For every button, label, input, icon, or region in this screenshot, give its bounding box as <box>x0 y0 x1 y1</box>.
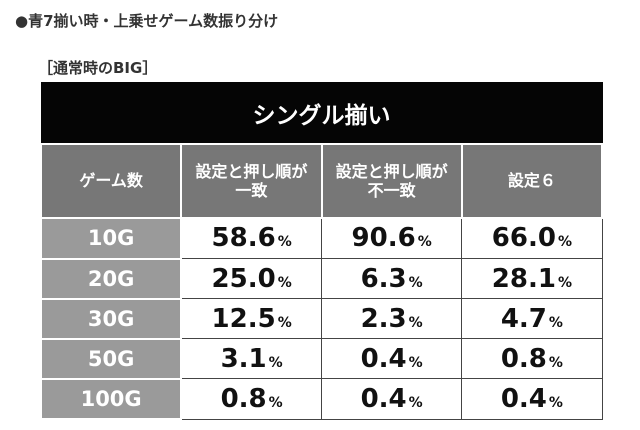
value-number: 6.3 <box>360 263 407 294</box>
value-number: 3.1 <box>220 343 267 374</box>
value-number: 58.6 <box>211 223 276 254</box>
col-header-setting6: 設定６ <box>460 142 604 219</box>
value-unit: % <box>417 234 432 251</box>
value-cell: 6.3% <box>320 257 463 300</box>
value-number: 66.0 <box>491 223 556 254</box>
section-heading: ●青7揃い時・上乗せゲーム数振り分け <box>15 12 279 30</box>
row-label: 50G <box>39 337 183 380</box>
value-number: 0.4 <box>500 383 547 414</box>
value-unit: % <box>408 314 423 331</box>
col-header-line: 設定と押し順が <box>335 161 448 181</box>
value-cell: 12.5% <box>180 298 323 340</box>
value-cell: 0.4% <box>461 378 603 420</box>
value-cell: 58.6% <box>180 217 323 259</box>
value-unit: % <box>277 314 292 331</box>
title-row: シングル揃い <box>40 81 603 145</box>
value-cell: 90.6% <box>320 217 463 259</box>
table-row: 20G 25.0% 6.3% 28.1% <box>39 257 603 300</box>
value-cell: 0.4% <box>320 338 463 380</box>
table-row: 30G 12.5% 2.3% 4.7% <box>39 297 603 340</box>
value-cell: 2.3% <box>320 298 463 340</box>
table-title: シングル揃い <box>40 81 603 145</box>
table-row: 100G 0.8% 0.4% 0.4% <box>39 377 603 421</box>
value-number: 25.0 <box>211 263 276 294</box>
value-unit: % <box>277 234 292 251</box>
value-cell: 66.0% <box>461 217 603 259</box>
value-number: 2.3 <box>360 303 407 334</box>
row-label: 100G <box>39 377 183 421</box>
value-number: 0.8 <box>220 383 267 414</box>
value-unit: % <box>408 274 423 291</box>
section-subheading: ［通常時のBIG］ <box>38 59 158 77</box>
value-cell: 4.7% <box>461 298 603 340</box>
value-number: 0.4 <box>360 383 407 414</box>
col-header-match: 設定と押し順が 一致 <box>180 142 323 219</box>
value-number: 0.8 <box>500 343 547 374</box>
value-number: 12.5 <box>211 303 276 334</box>
table-body: 10G 58.6% 90.6% 66.0% 20G 25.0% 6.3% 28.1% 30G 12… <box>39 216 603 421</box>
value-cell: 0.8% <box>461 338 603 380</box>
header-row: ゲーム数 設定と押し順が 一致 設定と押し順が 不一致 設定６ <box>39 142 604 219</box>
row-label: 30G <box>39 297 183 340</box>
col-header-mismatch: 設定と押し順が 不一致 <box>320 142 463 219</box>
table-row: 50G 3.1% 0.4% 0.8% <box>39 337 603 380</box>
value-unit: % <box>268 394 283 411</box>
row-label: 20G <box>39 257 183 300</box>
value-number: 28.1 <box>491 263 556 294</box>
value-cell: 0.8% <box>180 378 323 420</box>
row-label: 10G <box>39 216 183 260</box>
rate-table: シングル揃い ゲーム数 設定と押し順が 一致 設定と押し順が 不一致 設定６ 1… <box>39 81 604 421</box>
col-header-line: 不一致 <box>367 180 416 200</box>
value-number: 90.6 <box>351 223 416 254</box>
value-unit: % <box>548 394 563 411</box>
value-unit: % <box>548 354 563 371</box>
value-unit: % <box>277 274 292 291</box>
value-cell: 28.1% <box>461 257 603 300</box>
value-number: 4.7 <box>500 303 547 334</box>
col-header-line: 設定６ <box>507 171 556 191</box>
corner-header: ゲーム数 <box>39 142 183 219</box>
value-cell: 0.4% <box>320 378 463 420</box>
value-unit: % <box>268 354 283 371</box>
col-header-line: 一致 <box>235 180 268 200</box>
value-unit: % <box>557 274 572 291</box>
value-unit: % <box>408 394 423 411</box>
col-header-line: 設定と押し順が <box>195 161 308 181</box>
value-unit: % <box>408 354 423 371</box>
value-number: 0.4 <box>360 343 407 374</box>
value-cell: 3.1% <box>180 338 323 380</box>
table-row: 10G 58.6% 90.6% 66.0% <box>39 216 603 260</box>
value-unit: % <box>557 234 572 251</box>
value-unit: % <box>548 314 563 331</box>
value-cell: 25.0% <box>180 257 323 300</box>
